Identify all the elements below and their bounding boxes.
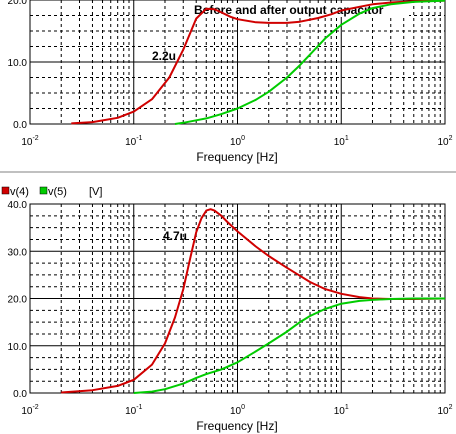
series-top: [71, 0, 446, 125]
series-line-green: [174, 0, 446, 125]
y-tick-label: 40.0: [8, 200, 28, 211]
grid-top: [29, 0, 445, 125]
legend: v(4) v(5) [V]: [1, 186, 102, 198]
series-line-v4: [61, 208, 446, 394]
chart-before-after: Before and after output capacitor 0.0 10.…: [8, 0, 453, 164]
y-tick-label: 0.0: [13, 389, 27, 400]
title-backdrop: [192, 3, 409, 17]
x-tick-labels-bottom: 10-2 10-1 100 101 102: [21, 404, 452, 417]
y-tick-label: 10.0: [8, 342, 28, 353]
series-line-red: [71, 0, 446, 125]
chart-title: Before and after output capacitor: [194, 3, 384, 17]
x-axis-label-bottom: Frequency [Hz]: [196, 419, 277, 433]
y-tick-label: 20.0: [8, 295, 28, 306]
chart-v4-v5: v(4) v(5) [V] 0.010.020.030.040.0 10-2 10…: [1, 186, 453, 433]
y-tick-label: 10.0: [8, 58, 28, 69]
y-tick-labels-bottom: 0.0 10.0 20.0 30.0 40.0: [8, 200, 28, 400]
x-tick-label: 10-2: [21, 404, 38, 417]
legend-label-v4: v(4): [10, 186, 29, 198]
y-tick-label: 30.0: [8, 247, 28, 258]
x-tick-label: 102: [437, 404, 452, 417]
legend-unit: [V]: [89, 186, 102, 198]
y-tick-label: 20.0: [8, 0, 28, 7]
x-tick-label: 100: [230, 135, 245, 148]
x-axis-label-top: Frequency [Hz]: [196, 150, 277, 164]
annotation-4-7u: 4.7u: [163, 229, 187, 243]
legend-swatch-v5: [39, 186, 48, 195]
x-tick-label: 101: [334, 404, 349, 417]
x-tick-label: 102: [437, 135, 452, 148]
annotation-2-2u: 2.2u: [152, 49, 176, 63]
x-tick-label: 101: [334, 135, 349, 148]
x-tick-label: 10-1: [125, 135, 142, 148]
legend-swatch-v4: [1, 186, 10, 195]
series-line-v5: [133, 297, 445, 394]
x-tick-label: 10-2: [21, 135, 38, 148]
y-tick-labels-top: 0.0 10.0 20.0: [8, 0, 28, 131]
y-tick-label: 0.0: [13, 120, 27, 131]
x-tick-label: 100: [230, 404, 245, 417]
legend-label-v5: v(5): [48, 186, 67, 198]
series-bottom: [61, 208, 446, 394]
plot-frame-top: [29, 0, 446, 125]
x-tick-label: 10-1: [125, 404, 142, 417]
x-tick-labels-top: 10-2 10-1 100 101 102: [21, 135, 452, 148]
